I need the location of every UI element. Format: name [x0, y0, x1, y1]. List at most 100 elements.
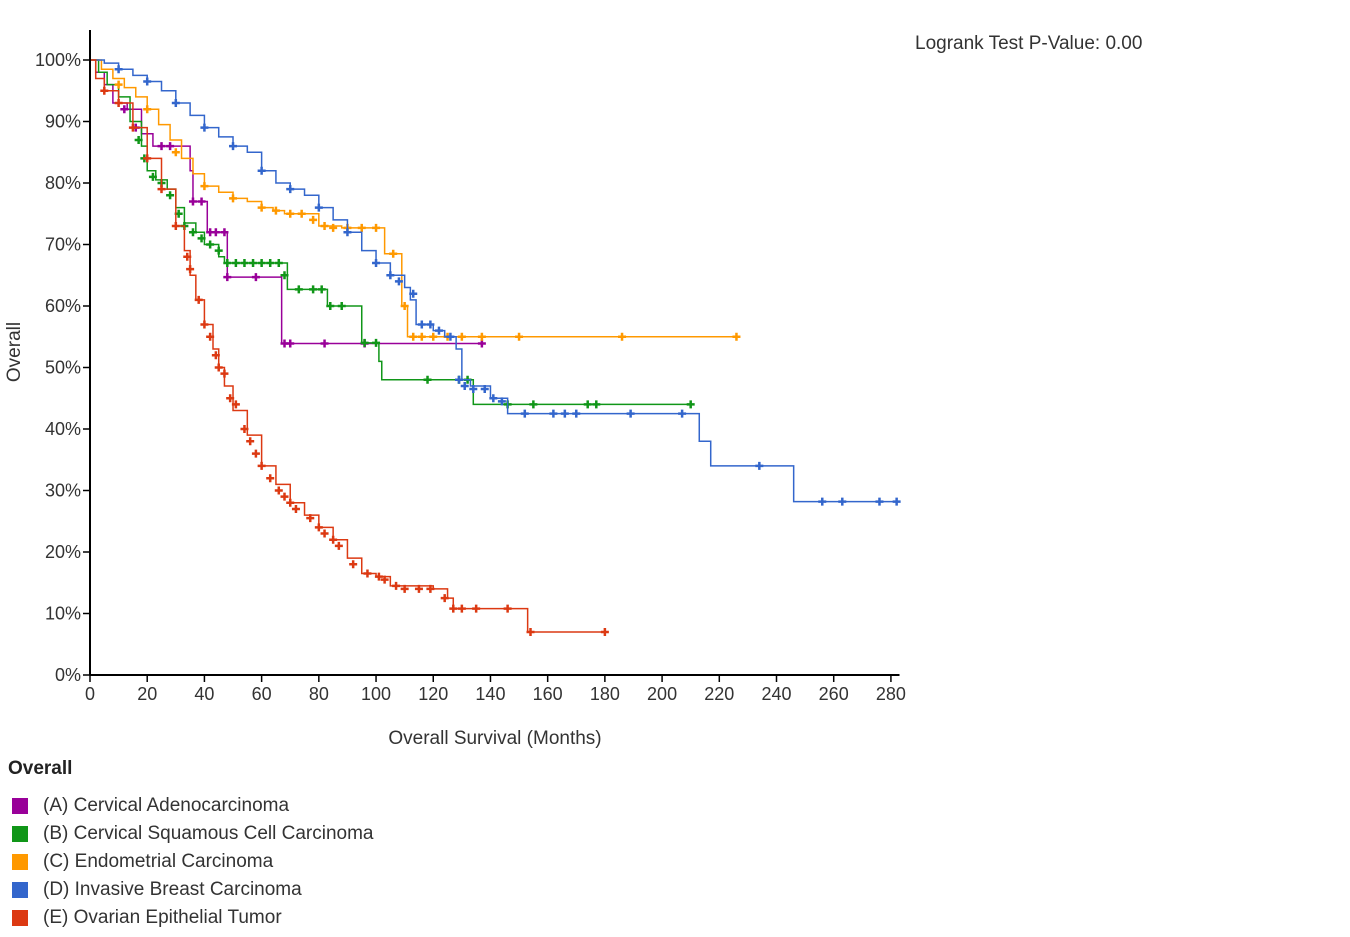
censor-mark [423, 375, 432, 384]
censor-mark [818, 497, 827, 506]
censor-mark [157, 185, 166, 194]
legend-item: (A) Cervical Adenocarcinoma [8, 792, 374, 820]
censor-mark [294, 285, 303, 294]
censor-mark [417, 332, 426, 341]
censor-mark [143, 105, 152, 114]
censor-mark [297, 209, 306, 218]
censor-mark [220, 369, 229, 378]
censor-mark [520, 409, 529, 418]
censor-mark [400, 584, 409, 593]
censor-mark [211, 228, 220, 237]
censor-mark [214, 246, 223, 255]
censor-mark [291, 504, 300, 513]
y-axis-title: Overall [4, 322, 25, 382]
censor-mark [257, 461, 266, 470]
censor-mark [526, 627, 535, 636]
y-tick-label: 50% [45, 358, 81, 378]
censor-mark [223, 258, 232, 267]
axes: 0% 10% 20% 30% 40% 50% 60% 70% 80% 90% 100% 0 20 40 60… [35, 30, 906, 704]
survival-curve [90, 59, 900, 503]
censor-mark [229, 142, 238, 151]
x-axis-title: Overall Survival (Months) [388, 728, 601, 749]
x-tick-label: 0 [85, 684, 95, 704]
y-tick-label: 90% [45, 112, 81, 132]
censor-mark [309, 215, 318, 224]
legend-item: (E) Ovarian Epithelial Tumor [8, 904, 374, 932]
censor-mark [157, 142, 166, 151]
censor-mark [600, 627, 609, 636]
censor-mark [214, 363, 223, 372]
censor-mark [326, 302, 335, 310]
censor-mark [892, 497, 901, 506]
x-tick-label: 80 [309, 684, 329, 704]
censor-mark [274, 486, 283, 495]
censor-mark [678, 409, 687, 418]
y-tick-label: 0% [55, 665, 81, 685]
censor-mark [583, 400, 592, 409]
survival-curve [90, 59, 737, 338]
censor-mark [592, 400, 601, 409]
censor-mark [372, 258, 381, 267]
censor-mark [449, 604, 458, 613]
censor-mark [618, 332, 627, 341]
censor-mark [188, 228, 197, 237]
censor-mark [457, 604, 466, 613]
censor-mark [429, 332, 438, 341]
censor-mark [440, 594, 449, 603]
censor-mark [257, 166, 266, 175]
x-tick-label: 220 [704, 684, 734, 704]
censor-mark [329, 223, 338, 232]
x-tick-label: 40 [194, 684, 214, 704]
censor-mark [186, 265, 195, 274]
censor-mark [560, 409, 569, 418]
censor-mark [197, 234, 206, 243]
censor-mark [392, 581, 401, 590]
censor-mark [200, 123, 209, 132]
censor-mark [251, 273, 260, 282]
legend-swatch [12, 826, 28, 842]
x-tick-label: 20 [137, 684, 157, 704]
legend-title: Overall [8, 758, 73, 779]
censor-mark [274, 258, 283, 267]
censor-mark [529, 400, 538, 409]
legend-label: (A) Cervical Adenocarcinoma [43, 795, 290, 816]
legend-swatch [12, 910, 28, 926]
censor-mark [497, 397, 506, 406]
censor-mark [211, 351, 220, 360]
censor-mark [306, 514, 315, 523]
censor-mark [200, 320, 209, 329]
censor-mark [223, 273, 232, 282]
censor-mark [120, 105, 129, 114]
censor-mark [343, 228, 352, 237]
y-tick-label: 40% [45, 419, 81, 439]
censor-mark [229, 194, 238, 203]
censor-mark [231, 258, 240, 267]
censor-mark [286, 185, 295, 194]
censor-mark [280, 492, 289, 501]
legend-item: (C) Endometrial Carcinoma [8, 848, 374, 876]
legend-label: (B) Cervical Squamous Cell Carcinoma [43, 823, 374, 844]
survival-curve [90, 59, 694, 406]
censor-mark [286, 498, 295, 507]
censor-mark [240, 425, 249, 433]
y-tick-label: 80% [45, 173, 81, 193]
censor-mark [372, 223, 381, 232]
censor-mark [329, 535, 338, 544]
censor-mark [257, 203, 266, 212]
censor-mark [286, 209, 295, 218]
censor-mark [477, 332, 486, 341]
censor-mark [286, 339, 295, 348]
censor-mark [266, 258, 275, 267]
censor-mark [166, 191, 175, 200]
series-layer [90, 59, 901, 636]
series-a [90, 59, 486, 348]
censor-mark [114, 65, 123, 74]
censor-mark [314, 523, 323, 532]
censor-mark [317, 285, 326, 294]
censor-mark [838, 497, 847, 506]
legend-swatch [12, 854, 28, 870]
series-d [90, 59, 901, 506]
censor-mark [206, 332, 215, 341]
censor-mark [246, 437, 255, 446]
censor-mark [134, 135, 143, 144]
